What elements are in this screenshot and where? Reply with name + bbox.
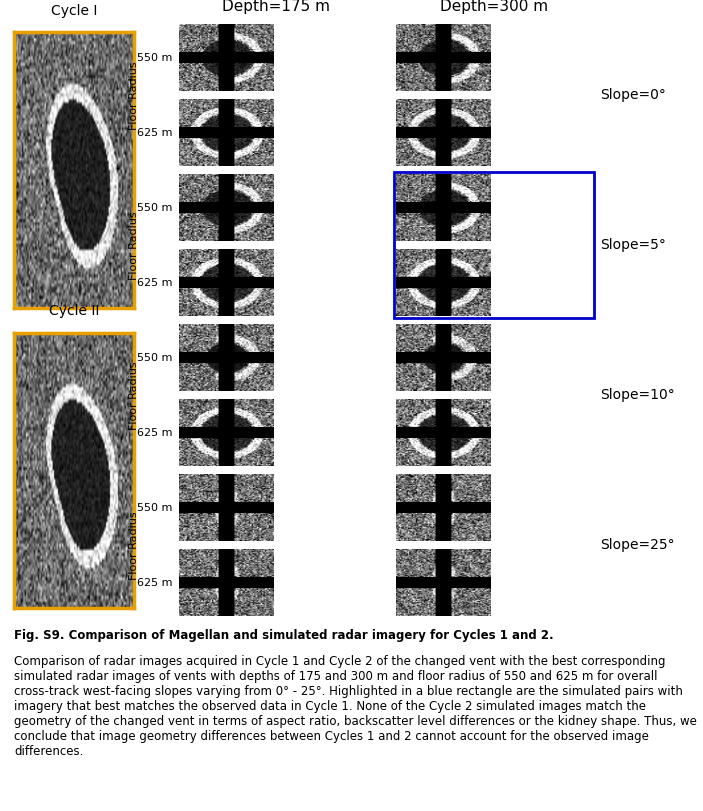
Text: 625 m: 625 m xyxy=(137,428,172,438)
Text: Slope=25°: Slope=25° xyxy=(600,539,674,552)
Text: Cycle II: Cycle II xyxy=(49,304,99,318)
Text: 625 m: 625 m xyxy=(137,278,172,288)
Text: Floor Radius: Floor Radius xyxy=(129,511,138,580)
Text: Comparison of radar images acquired in Cycle 1 and Cycle 2 of the changed vent w: Comparison of radar images acquired in C… xyxy=(14,655,697,758)
Text: Slope=5°: Slope=5° xyxy=(600,238,666,252)
Text: 550 m: 550 m xyxy=(137,203,172,212)
Text: Slope=0°: Slope=0° xyxy=(600,88,666,102)
Text: Floor Radius: Floor Radius xyxy=(129,61,138,130)
Text: Fig. S9. Comparison of Magellan and simulated radar imagery for Cycles 1 and 2.: Fig. S9. Comparison of Magellan and simu… xyxy=(14,629,554,642)
Text: Floor Radius: Floor Radius xyxy=(129,211,138,280)
Text: Slope=10°: Slope=10° xyxy=(600,388,674,402)
Text: 625 m: 625 m xyxy=(137,578,172,588)
Text: Depth=175 m: Depth=175 m xyxy=(222,0,330,14)
Text: 550 m: 550 m xyxy=(137,53,172,62)
Text: Depth=300 m: Depth=300 m xyxy=(440,0,548,14)
Text: 550 m: 550 m xyxy=(137,353,172,363)
Text: Floor Radius: Floor Radius xyxy=(129,361,138,430)
Text: 550 m: 550 m xyxy=(137,503,172,513)
Text: Cycle I: Cycle I xyxy=(51,4,97,18)
Text: 625 m: 625 m xyxy=(137,128,172,138)
